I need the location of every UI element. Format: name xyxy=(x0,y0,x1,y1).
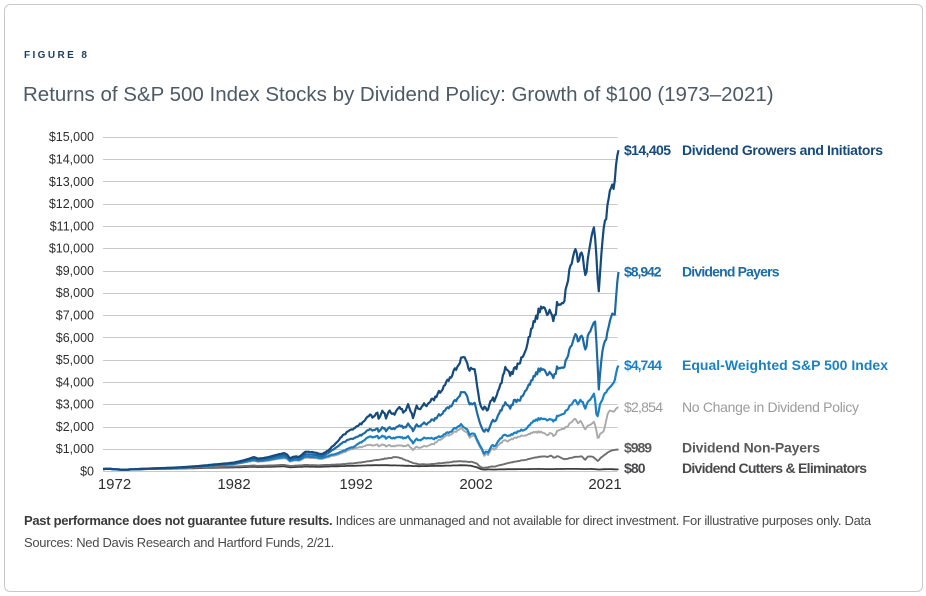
svg-text:1982: 1982 xyxy=(217,476,250,493)
svg-text:$4,744: $4,744 xyxy=(624,357,662,373)
svg-text:No Change in Dividend Policy: No Change in Dividend Policy xyxy=(682,399,859,415)
svg-text:$4,000: $4,000 xyxy=(56,375,94,389)
svg-text:$13,000: $13,000 xyxy=(49,175,94,189)
svg-text:1972: 1972 xyxy=(98,476,131,493)
svg-text:$14,000: $14,000 xyxy=(49,153,94,167)
svg-text:Dividend Cutters & Eliminators: Dividend Cutters & Eliminators xyxy=(682,460,867,476)
svg-text:$0: $0 xyxy=(80,465,94,479)
svg-text:$80: $80 xyxy=(624,460,646,476)
svg-text:$10,000: $10,000 xyxy=(49,242,94,256)
svg-text:$2,854: $2,854 xyxy=(624,399,663,415)
svg-text:$15,000: $15,000 xyxy=(49,130,94,144)
svg-text:$7,000: $7,000 xyxy=(56,309,94,323)
svg-text:$6,000: $6,000 xyxy=(56,331,94,345)
svg-text:Dividend Non-Payers: Dividend Non-Payers xyxy=(682,440,820,456)
svg-text:$5,000: $5,000 xyxy=(56,353,94,367)
svg-text:$989: $989 xyxy=(624,440,652,456)
svg-text:2021: 2021 xyxy=(588,476,621,493)
svg-text:$8,000: $8,000 xyxy=(56,286,94,300)
svg-text:$2,000: $2,000 xyxy=(56,420,94,434)
svg-text:$14,405: $14,405 xyxy=(624,142,671,158)
svg-text:$12,000: $12,000 xyxy=(49,197,94,211)
svg-text:1992: 1992 xyxy=(339,476,372,493)
svg-text:$11,000: $11,000 xyxy=(50,219,94,233)
svg-text:$8,942: $8,942 xyxy=(624,264,662,280)
svg-text:$1,000: $1,000 xyxy=(56,442,94,456)
svg-text:Dividend Growers and Initiator: Dividend Growers and Initiators xyxy=(682,142,883,158)
svg-text:$3,000: $3,000 xyxy=(56,398,94,412)
svg-text:Equal-Weighted S&P 500 Index: Equal-Weighted S&P 500 Index xyxy=(682,357,888,373)
svg-text:$9,000: $9,000 xyxy=(56,264,94,278)
svg-text:Dividend Payers: Dividend Payers xyxy=(682,264,780,280)
svg-text:2002: 2002 xyxy=(459,476,492,493)
